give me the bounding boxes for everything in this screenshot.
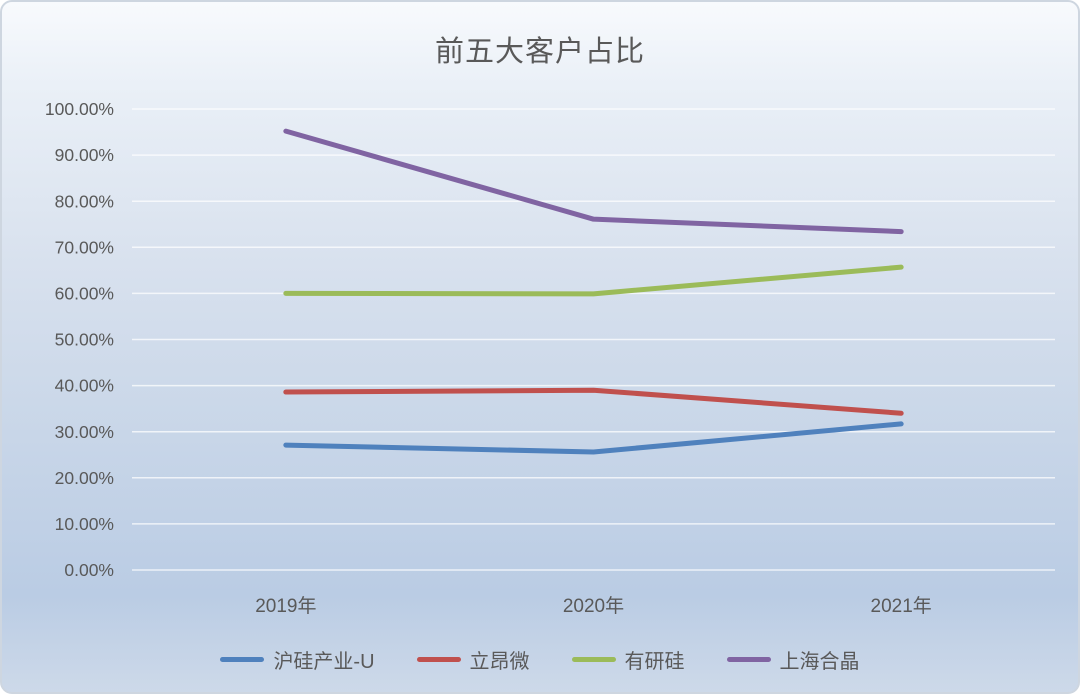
- legend-item-3: 上海合晶: [726, 645, 860, 674]
- y-axis-tick-label: 100.00%: [45, 99, 114, 119]
- chart-title: 前五大客户占比: [434, 36, 645, 68]
- y-axis-tick-label: 40.00%: [55, 376, 114, 396]
- series-line-2: [283, 264, 904, 297]
- y-axis-tick-label: 70.00%: [55, 237, 114, 257]
- x-axis-tick-label: 2019年: [255, 595, 316, 617]
- legend-item-2: 有研硅: [571, 645, 685, 674]
- y-axis-tick-label: 0.00%: [64, 560, 114, 580]
- y-axis-tick-label: 50.00%: [55, 330, 114, 350]
- legend-label: 上海合晶: [779, 651, 860, 673]
- legend-swatch-icon: [726, 657, 771, 662]
- y-axis-tick-label: 90.00%: [55, 145, 114, 165]
- legend-swatch-icon: [571, 657, 616, 662]
- legend-item-1: 立昂微: [416, 645, 530, 674]
- series-line-3: [283, 128, 904, 235]
- legend-swatch-icon: [220, 657, 265, 662]
- legend-label: 沪硅产业-U: [273, 651, 375, 673]
- y-axis-tick-label: 60.00%: [55, 284, 114, 304]
- series-line-0: [283, 421, 904, 455]
- y-axis-tick-label: 80.00%: [55, 191, 114, 211]
- legend-label: 立昂微: [469, 651, 530, 673]
- y-axis-tick-label: 10.00%: [55, 514, 114, 534]
- legend-item-0: 沪硅产业-U: [220, 645, 375, 674]
- series-line-1: [283, 387, 904, 416]
- y-axis-tick-label: 20.00%: [55, 468, 114, 488]
- legend-swatch-icon: [416, 657, 461, 662]
- y-axis-tick-label: 30.00%: [55, 422, 114, 442]
- x-axis-tick-label: 2021年: [871, 595, 932, 617]
- legend-label: 有研硅: [624, 651, 685, 673]
- chart-legend: 沪硅产业-U 立昂微 有研硅 上海合晶: [2, 645, 1078, 674]
- x-axis-tick-label: 2020年: [563, 595, 624, 617]
